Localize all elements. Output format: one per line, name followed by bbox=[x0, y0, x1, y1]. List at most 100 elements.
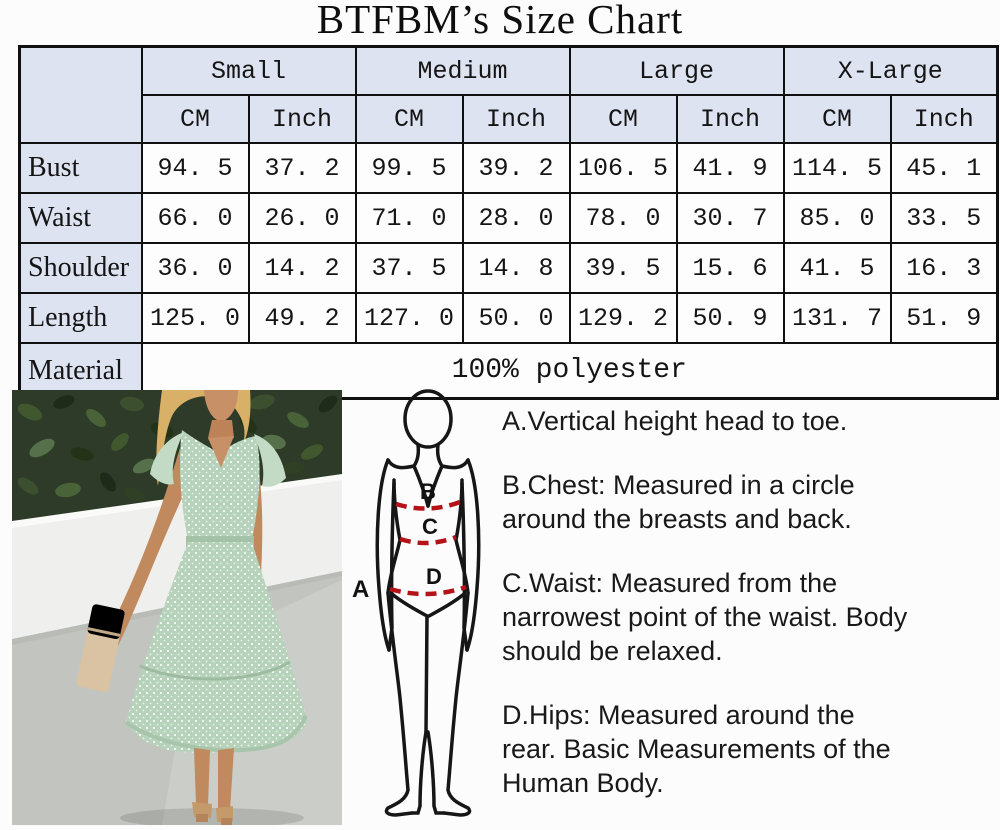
value-cell: 127. 0 bbox=[354, 292, 464, 344]
table-row-sizes: Small Medium Large X-Large bbox=[18, 45, 999, 144]
model-chest bbox=[208, 436, 234, 468]
ruffle-sleeve-left bbox=[150, 432, 184, 485]
table-row-material: Material 100% polyester bbox=[18, 342, 999, 400]
model-face bbox=[204, 390, 238, 422]
value-cell: 39. 5 bbox=[568, 242, 678, 294]
value-cell: 106. 5 bbox=[568, 142, 678, 194]
row-label-waist: Waist bbox=[18, 192, 143, 244]
value-cell: 99. 5 bbox=[354, 142, 464, 194]
value-cell: 66. 0 bbox=[140, 192, 250, 244]
note-hips: D.Hips: Measured around the rear. Basic … bbox=[502, 698, 994, 800]
note-line: Human Body. bbox=[502, 768, 664, 798]
value-cell: 45. 1 bbox=[889, 142, 999, 194]
value-cell: 14. 2 bbox=[247, 242, 357, 294]
note-chest: B.Chest: Measured in a circle around the… bbox=[502, 468, 994, 536]
row-label-length: Length bbox=[18, 292, 143, 344]
skirt-tier-seam bbox=[139, 660, 291, 681]
measurement-notes: A.Vertical height head to toe. B.Chest: … bbox=[502, 404, 994, 830]
page-title: BTFBM’s Size Chart bbox=[316, 0, 684, 42]
value-cell: 125. 0 bbox=[140, 292, 250, 344]
note-waist: C.Waist: Measured from the narrowest poi… bbox=[502, 566, 994, 668]
model-photo bbox=[12, 390, 342, 825]
value-cell: 15. 6 bbox=[675, 242, 785, 294]
note-line: narrowest point of the waist. Body bbox=[502, 602, 908, 632]
unit-header: Inch bbox=[247, 94, 357, 144]
unit-header: CM bbox=[140, 94, 250, 144]
value-cell: 131. 7 bbox=[782, 292, 892, 344]
value-cell: 28. 0 bbox=[461, 192, 571, 244]
value-cell: 39. 2 bbox=[461, 142, 571, 194]
note-line: rear. Basic Measurements of the bbox=[502, 734, 891, 764]
note-line: should be relaxed. bbox=[502, 636, 723, 666]
value-cell: 85. 0 bbox=[782, 192, 892, 244]
label-a: A bbox=[352, 576, 369, 603]
heel-right bbox=[196, 814, 208, 822]
unit-header: Inch bbox=[461, 94, 571, 144]
value-cell: 16. 3 bbox=[889, 242, 999, 294]
skirt-hem bbox=[124, 715, 308, 753]
value-cell: 50. 0 bbox=[461, 292, 571, 344]
model-neck bbox=[208, 420, 234, 438]
value-cell: 41. 9 bbox=[675, 142, 785, 194]
row-label-material: Material bbox=[18, 342, 143, 400]
material-value-cell: 100% polyester bbox=[140, 342, 999, 400]
model-right-arm bbox=[108, 448, 184, 646]
note-line: B.Chest: Measured in a circle bbox=[502, 470, 855, 500]
note-line: around the breasts and back. bbox=[502, 504, 852, 534]
note-line: C.Waist: Measured from the bbox=[502, 568, 838, 598]
waist-measure-line bbox=[399, 534, 457, 546]
unit-header: Inch bbox=[889, 94, 999, 144]
table-row-waist: Waist 66. 0 26. 0 71. 0 28. 0 78. 0 30. … bbox=[18, 192, 999, 244]
chest-measure-line bbox=[395, 499, 461, 511]
note-line: D.Hips: Measured around the bbox=[502, 700, 855, 730]
value-cell: 36. 0 bbox=[140, 242, 250, 294]
model bbox=[76, 390, 308, 825]
size-header-large: Large bbox=[568, 45, 785, 96]
size-header-medium: Medium bbox=[354, 45, 571, 96]
value-cell: 14. 8 bbox=[461, 242, 571, 294]
corner-cell bbox=[18, 45, 143, 144]
table-row-units: CM Inch CM Inch CM Inch CM Inch bbox=[20, 94, 999, 144]
body-measurement-diagram: A B C D bbox=[352, 389, 481, 817]
value-cell: 78. 0 bbox=[568, 192, 678, 244]
value-cell: 49. 2 bbox=[247, 292, 357, 344]
model-right-leg bbox=[194, 748, 210, 805]
model-shadow bbox=[120, 808, 304, 825]
value-cell: 50. 9 bbox=[675, 292, 785, 344]
unit-header: CM bbox=[782, 94, 892, 144]
unit-header: CM bbox=[354, 94, 464, 144]
row-label-bust: Bust bbox=[18, 142, 143, 194]
hips-measure-line bbox=[389, 584, 467, 597]
measure-lines bbox=[389, 499, 467, 597]
ruffle-sleeve-right bbox=[254, 434, 286, 487]
label-b: B bbox=[420, 479, 436, 504]
size-chart-table: Small Medium Large X-Large CM Inch CM In… bbox=[18, 45, 1000, 400]
clutch-bag bbox=[76, 604, 125, 692]
value-cell: 51. 9 bbox=[889, 292, 999, 344]
value-cell: 94. 5 bbox=[140, 142, 250, 194]
dress-bodice-dots bbox=[180, 430, 260, 540]
value-cell: 26. 0 bbox=[247, 192, 357, 244]
value-cell: 41. 5 bbox=[782, 242, 892, 294]
table-row-shoulder: Shoulder 36. 0 14. 2 37. 5 14. 8 39. 5 1… bbox=[18, 242, 999, 294]
row-label-shoulder: Shoulder bbox=[18, 242, 143, 294]
size-header-xlarge: X-Large bbox=[782, 45, 999, 96]
note-height: A.Vertical height head to toe. bbox=[502, 404, 994, 438]
value-cell: 37. 5 bbox=[354, 242, 464, 294]
model-hair bbox=[156, 390, 251, 486]
value-cell: 30. 7 bbox=[675, 192, 785, 244]
value-cell: 71. 0 bbox=[354, 192, 464, 244]
dress-skirt-dots bbox=[126, 542, 307, 754]
table-row-bust: Bust 94. 5 37. 2 99. 5 39. 2 106. 5 41. … bbox=[18, 142, 999, 194]
table-row-length: Length 125. 0 49. 2 127. 0 50. 0 129. 2 … bbox=[18, 292, 999, 344]
value-cell: 114. 5 bbox=[782, 142, 892, 194]
value-cell: 33. 5 bbox=[889, 192, 999, 244]
note-line: A.Vertical height head to toe. bbox=[502, 406, 848, 436]
figure-outline bbox=[375, 389, 481, 817]
unit-header: CM bbox=[568, 94, 678, 144]
value-cell: 129. 2 bbox=[568, 292, 678, 344]
label-d: D bbox=[426, 564, 442, 589]
heel-left bbox=[221, 818, 232, 825]
unit-header: Inch bbox=[675, 94, 785, 144]
label-c: C bbox=[422, 514, 438, 539]
